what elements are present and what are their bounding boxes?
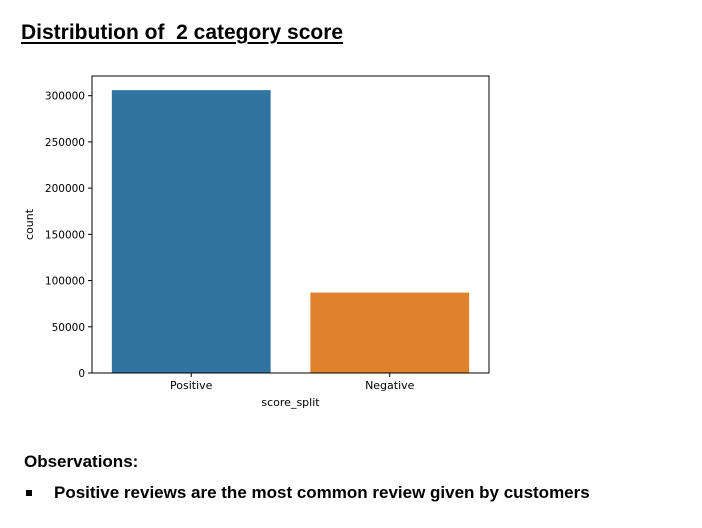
x-axis-label: score_split [261,396,320,409]
y-tick-label: 100000 [45,276,85,288]
y-axis-label: count [23,208,36,240]
bar-negative [310,292,470,373]
y-tick-label: 250000 [45,137,85,149]
observation-text: Positive reviews are the most common rev… [54,483,590,502]
observations-heading: Observations: [24,452,139,471]
plot-frame [91,75,490,374]
observation-item: Positive reviews are the most common rev… [24,483,590,503]
y-tick-label: 150000 [45,229,85,241]
bullet-icon [26,490,32,496]
bar-positive [111,90,271,374]
page-title: Distribution of 2 category score [21,21,344,44]
y-axis-ticks: 0 50000 100000 150000 200000 250000 300000 [45,91,92,380]
y-tick-label: 300000 [45,91,85,103]
y-tick-label: 0 [78,368,85,380]
x-tick-label-positive: Positive [170,379,213,392]
y-tick-label: 200000 [45,183,85,195]
bars-layer [111,90,470,374]
x-axis-ticks: Positive Negative [170,373,415,392]
y-tick-label: 50000 [52,322,85,334]
x-tick-label-negative: Negative [365,379,415,392]
